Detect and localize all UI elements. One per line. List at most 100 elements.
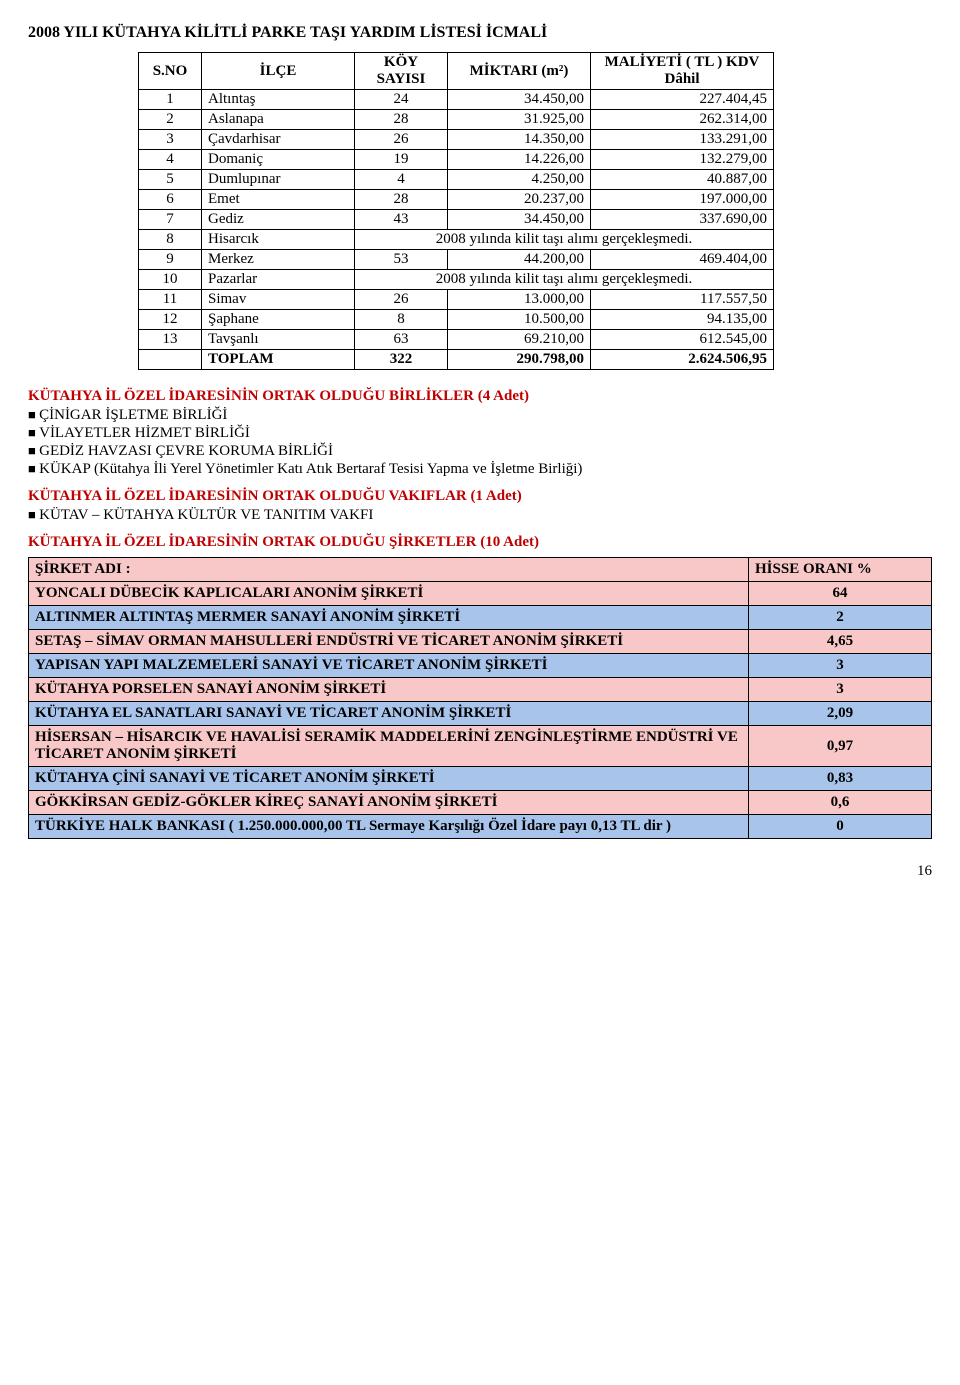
cell-company-name: YONCALI DÜBECİK KAPLICALARI ANONİM ŞİRKE… (29, 582, 749, 606)
cell-miktar: 44.200,00 (448, 250, 591, 270)
cell-company-name: SETAŞ – SİMAV ORMAN MAHSULLERİ ENDÜSTRİ … (29, 630, 749, 654)
company-row: KÜTAHYA ÇİNİ SANAYİ VE TİCARET ANONİM Şİ… (29, 767, 932, 791)
cell-maliyet: 469.404,00 (591, 250, 774, 270)
cell-ilce: Gediz (202, 210, 355, 230)
cell-company-name: KÜTAHYA EL SANATLARI SANAYİ VE TİCARET A… (29, 702, 749, 726)
cell-sno: 7 (139, 210, 202, 230)
cell-miktar: 4.250,00 (448, 170, 591, 190)
vakiflar-heading: KÜTAHYA İL ÖZEL İDARESİNİN ORTAK OLDUĞU … (28, 488, 932, 505)
cell-koy: 26 (355, 290, 448, 310)
list-item: KÜTAV – KÜTAHYA KÜLTÜR VE TANITIM VAKFI (28, 507, 932, 524)
cell-ilce: Simav (202, 290, 355, 310)
header-sno: S.NO (139, 53, 202, 90)
cell-sno: 11 (139, 290, 202, 310)
cell-maliyet: 94.135,00 (591, 310, 774, 330)
cell-ilce: Emet (202, 190, 355, 210)
cell-maliyet: 227.404,45 (591, 90, 774, 110)
cell-koy: 28 (355, 110, 448, 130)
table-row: 10Pazarlar2008 yılında kilit taşı alımı … (139, 270, 774, 290)
cell-miktar: 14.226,00 (448, 150, 591, 170)
cell-company-name: GÖKKİRSAN GEDİZ-GÖKLER KİREÇ SANAYİ ANON… (29, 791, 749, 815)
cell-miktar: 14.350,00 (448, 130, 591, 150)
header-koy: KÖY SAYISI (355, 53, 448, 90)
cell-sno: 3 (139, 130, 202, 150)
table-row: 2Aslanapa2831.925,00262.314,00 (139, 110, 774, 130)
cell-sno: 12 (139, 310, 202, 330)
cell-company-name: TÜRKİYE HALK BANKASI ( 1.250.000.000,00 … (29, 815, 749, 839)
cell-sno: 6 (139, 190, 202, 210)
cell-share: 0,83 (749, 767, 932, 791)
company-row: TÜRKİYE HALK BANKASI ( 1.250.000.000,00 … (29, 815, 932, 839)
company-row: GÖKKİRSAN GEDİZ-GÖKLER KİREÇ SANAYİ ANON… (29, 791, 932, 815)
cell-miktar: 34.450,00 (448, 210, 591, 230)
cell-koy: 8 (355, 310, 448, 330)
cell-sno: 9 (139, 250, 202, 270)
cell-koy: 63 (355, 330, 448, 350)
cell-company-name: HİSERSAN – HİSARCIK VE HAVALİSİ SERAMİK … (29, 726, 749, 767)
cell-koy: 4 (355, 170, 448, 190)
companies-header-row: ŞİRKET ADI : HİSSE ORANI % (29, 558, 932, 582)
cell-ilce: Pazarlar (202, 270, 355, 290)
cell-maliyet: 133.291,00 (591, 130, 774, 150)
cell-maliyet: 117.557,50 (591, 290, 774, 310)
table-row: 12Şaphane810.500,0094.135,00 (139, 310, 774, 330)
cell-share: 0,6 (749, 791, 932, 815)
cell-total-miktar: 290.798,00 (448, 350, 591, 370)
cell-miktar: 34.450,00 (448, 90, 591, 110)
page-title: 2008 YILI KÜTAHYA KİLİTLİ PARKE TAŞI YAR… (28, 24, 932, 42)
cell-ilce: Şaphane (202, 310, 355, 330)
cell-koy: 28 (355, 190, 448, 210)
cell-total-maliyet: 2.624.506,95 (591, 350, 774, 370)
cell-ilce: Domaniç (202, 150, 355, 170)
cell-miktar: 10.500,00 (448, 310, 591, 330)
cell-miktar: 13.000,00 (448, 290, 591, 310)
cell-sno: 8 (139, 230, 202, 250)
cell-share: 0,97 (749, 726, 932, 767)
cell-ilce: Dumlupınar (202, 170, 355, 190)
cell-koy: 19 (355, 150, 448, 170)
table-row: 7Gediz4334.450,00337.690,00 (139, 210, 774, 230)
table-row: 6Emet2820.237,00197.000,00 (139, 190, 774, 210)
cell-sno: 4 (139, 150, 202, 170)
companies-table: ŞİRKET ADI : HİSSE ORANI % YONCALI DÜBEC… (28, 557, 932, 839)
birlikler-heading: KÜTAHYA İL ÖZEL İDARESİNİN ORTAK OLDUĞU … (28, 388, 932, 405)
parke-header-row: S.NO İLÇE KÖY SAYISI MİKTARI (m²) MALİYE… (139, 53, 774, 90)
list-item: VİLAYETLER HİZMET BİRLİĞİ (28, 425, 932, 442)
company-row: ALTINMER ALTINTAŞ MERMER SANAYİ ANONİM Ş… (29, 606, 932, 630)
company-row: KÜTAHYA EL SANATLARI SANAYİ VE TİCARET A… (29, 702, 932, 726)
table-row: 1Altıntaş2434.450,00227.404,45 (139, 90, 774, 110)
cell-ilce: Altıntaş (202, 90, 355, 110)
parke-table: S.NO İLÇE KÖY SAYISI MİKTARI (m²) MALİYE… (138, 52, 774, 370)
cell-miktar: 31.925,00 (448, 110, 591, 130)
list-item: GEDİZ HAVZASI ÇEVRE KORUMA BİRLİĞİ (28, 443, 932, 460)
cell-company-name: KÜTAHYA ÇİNİ SANAYİ VE TİCARET ANONİM Şİ… (29, 767, 749, 791)
company-row: YAPISAN YAPI MALZEMELERİ SANAYİ VE TİCAR… (29, 654, 932, 678)
cell-share: 4,65 (749, 630, 932, 654)
cell-note: 2008 yılında kilit taşı alımı gerçekleşm… (355, 270, 774, 290)
cell-company-name: ALTINMER ALTINTAŞ MERMER SANAYİ ANONİM Ş… (29, 606, 749, 630)
header-company-name: ŞİRKET ADI : (29, 558, 749, 582)
cell-miktar: 20.237,00 (448, 190, 591, 210)
cell-total-label: TOPLAM (202, 350, 355, 370)
table-row: 9Merkez5344.200,00469.404,00 (139, 250, 774, 270)
table-row: 3Çavdarhisar2614.350,00133.291,00 (139, 130, 774, 150)
header-ilce: İLÇE (202, 53, 355, 90)
cell-maliyet: 40.887,00 (591, 170, 774, 190)
vakiflar-list: KÜTAV – KÜTAHYA KÜLTÜR VE TANITIM VAKFI (28, 507, 932, 524)
cell-maliyet: 337.690,00 (591, 210, 774, 230)
cell-koy: 26 (355, 130, 448, 150)
cell-total-koy: 322 (355, 350, 448, 370)
total-row: TOPLAM322290.798,002.624.506,95 (139, 350, 774, 370)
cell-koy: 24 (355, 90, 448, 110)
cell-empty (139, 350, 202, 370)
birlikler-list: ÇİNİGAR İŞLETME BİRLİĞİVİLAYETLER HİZMET… (28, 407, 932, 478)
header-miktar: MİKTARI (m²) (448, 53, 591, 90)
sirketler-heading: KÜTAHYA İL ÖZEL İDARESİNİN ORTAK OLDUĞU … (28, 534, 932, 551)
cell-ilce: Çavdarhisar (202, 130, 355, 150)
cell-company-name: YAPISAN YAPI MALZEMELERİ SANAYİ VE TİCAR… (29, 654, 749, 678)
table-row: 13Tavşanlı6369.210,00612.545,00 (139, 330, 774, 350)
cell-ilce: Hisarcık (202, 230, 355, 250)
cell-maliyet: 612.545,00 (591, 330, 774, 350)
cell-maliyet: 262.314,00 (591, 110, 774, 130)
cell-sno: 5 (139, 170, 202, 190)
